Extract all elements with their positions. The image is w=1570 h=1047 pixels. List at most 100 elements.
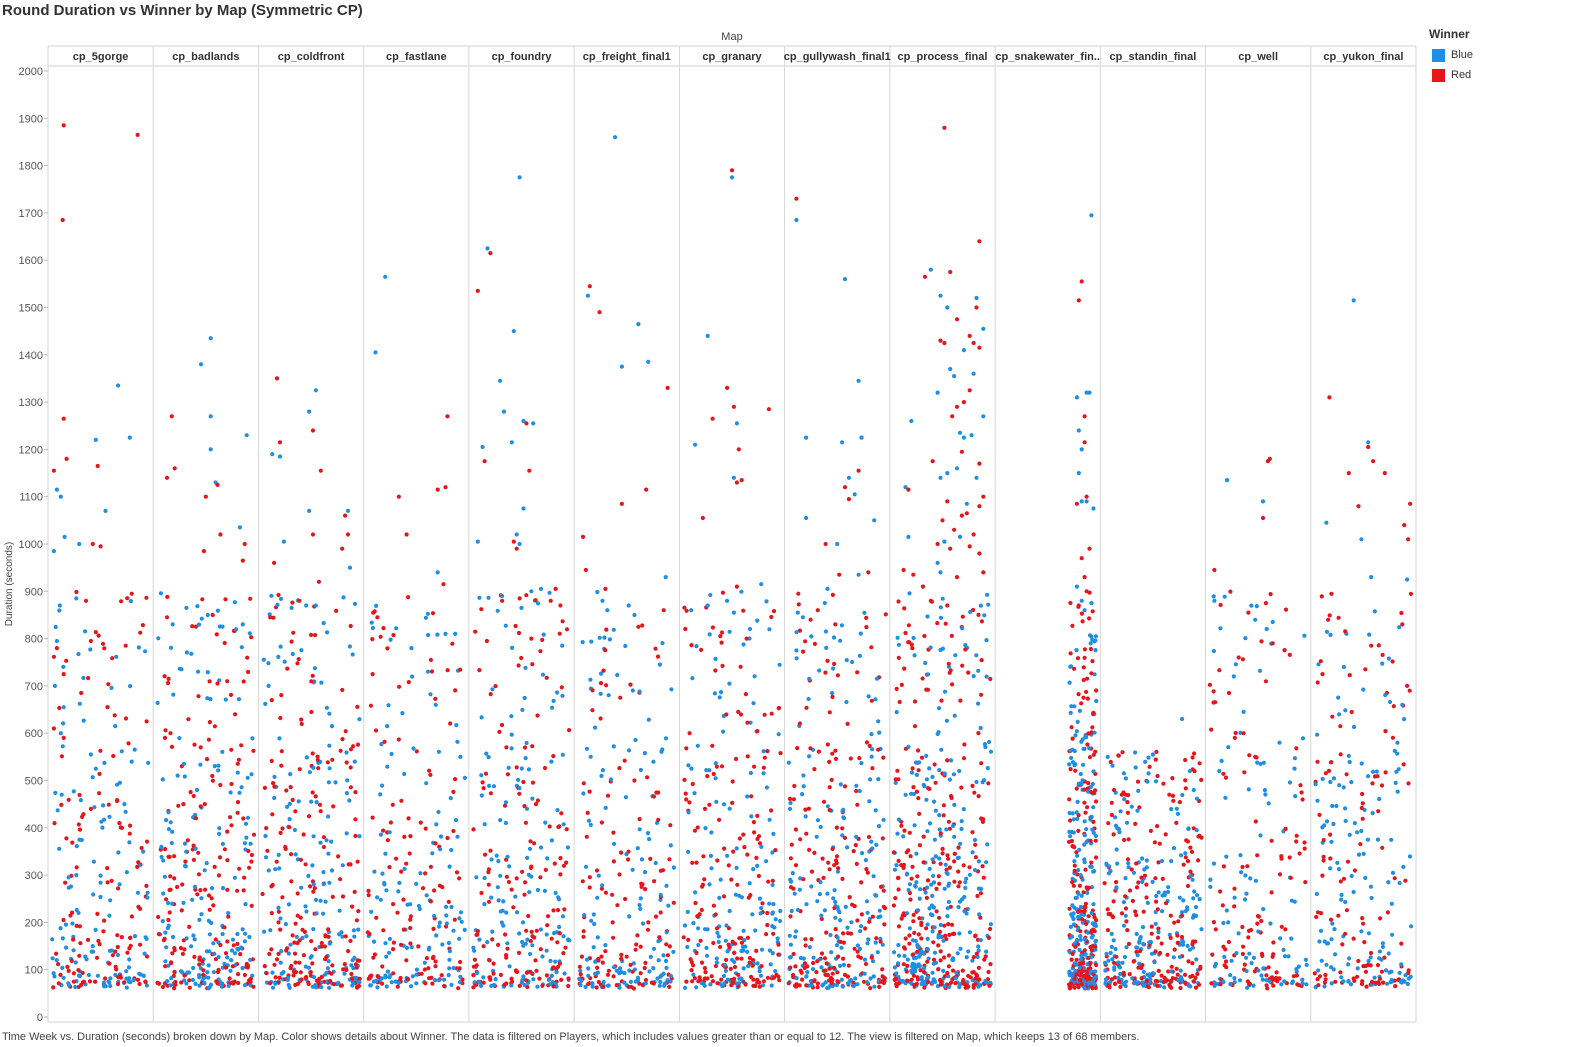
data-point[interactable] — [748, 720, 753, 725]
data-point[interactable] — [761, 765, 766, 770]
data-point[interactable] — [235, 770, 240, 775]
data-point[interactable] — [577, 964, 583, 969]
data-point[interactable] — [734, 846, 739, 851]
data-point[interactable] — [199, 616, 204, 621]
data-point[interactable] — [528, 951, 533, 957]
data-point[interactable] — [535, 713, 540, 718]
data-point[interactable] — [1382, 955, 1387, 960]
data-point[interactable] — [932, 925, 937, 930]
data-point[interactable] — [933, 960, 939, 965]
data-point[interactable] — [208, 697, 213, 702]
data-point[interactable] — [1080, 920, 1085, 925]
data-point[interactable] — [348, 623, 353, 629]
data-point[interactable] — [896, 817, 902, 822]
data-point[interactable] — [290, 933, 295, 938]
data-point[interactable] — [824, 930, 829, 935]
data-point[interactable] — [285, 804, 290, 810]
data-point[interactable] — [431, 926, 436, 932]
data-point[interactable] — [952, 374, 957, 379]
data-point[interactable] — [851, 849, 856, 854]
data-point[interactable] — [651, 794, 657, 799]
data-point[interactable] — [599, 886, 605, 891]
data-point[interactable] — [830, 694, 835, 700]
data-point[interactable] — [93, 766, 98, 771]
data-point[interactable] — [293, 921, 298, 926]
data-point[interactable] — [446, 899, 451, 905]
data-point[interactable] — [523, 880, 528, 885]
data-point[interactable] — [98, 748, 103, 753]
data-point[interactable] — [521, 779, 526, 785]
data-point[interactable] — [600, 883, 605, 888]
data-point[interactable] — [355, 958, 360, 963]
data-point[interactable] — [769, 614, 774, 620]
data-point[interactable] — [1331, 821, 1336, 827]
data-point[interactable] — [1149, 924, 1154, 929]
data-point[interactable] — [229, 948, 235, 953]
data-point[interactable] — [208, 447, 213, 452]
data-point[interactable] — [136, 860, 141, 865]
data-point[interactable] — [1183, 855, 1188, 860]
data-point[interactable] — [664, 965, 669, 971]
data-point[interactable] — [880, 974, 885, 979]
data-point[interactable] — [357, 834, 362, 839]
data-point[interactable] — [938, 647, 943, 653]
data-point[interactable] — [668, 823, 673, 828]
data-point[interactable] — [345, 508, 351, 513]
data-point[interactable] — [1106, 958, 1111, 963]
data-point[interactable] — [1372, 975, 1377, 980]
data-point[interactable] — [565, 845, 571, 850]
data-point[interactable] — [1247, 753, 1252, 758]
data-point[interactable] — [832, 661, 837, 667]
data-point[interactable] — [199, 896, 204, 901]
data-point[interactable] — [201, 968, 206, 973]
data-point[interactable] — [101, 980, 106, 985]
data-point[interactable] — [555, 690, 560, 695]
data-point[interactable] — [628, 979, 634, 985]
data-point[interactable] — [271, 615, 276, 620]
data-point[interactable] — [809, 869, 815, 874]
data-point[interactable] — [761, 979, 767, 984]
data-point[interactable] — [751, 701, 756, 706]
data-point[interactable] — [313, 603, 318, 608]
data-point[interactable] — [919, 920, 924, 925]
data-point[interactable] — [291, 630, 296, 635]
data-point[interactable] — [827, 966, 832, 971]
data-point[interactable] — [959, 513, 965, 518]
data-point[interactable] — [236, 757, 241, 762]
data-point[interactable] — [922, 274, 928, 279]
data-point[interactable] — [207, 893, 212, 898]
data-point[interactable] — [747, 881, 752, 886]
data-point[interactable] — [1103, 981, 1108, 986]
data-point[interactable] — [804, 515, 809, 521]
data-point[interactable] — [952, 931, 957, 936]
data-point[interactable] — [854, 788, 859, 794]
data-point[interactable] — [487, 975, 492, 980]
data-point[interactable] — [374, 915, 379, 920]
data-point[interactable] — [930, 929, 935, 934]
data-point[interactable] — [1129, 804, 1134, 809]
data-point[interactable] — [448, 796, 453, 801]
data-point[interactable] — [865, 910, 870, 915]
data-point[interactable] — [958, 841, 963, 846]
data-point[interactable] — [1336, 695, 1341, 700]
data-point[interactable] — [797, 628, 803, 633]
data-point[interactable] — [963, 880, 968, 885]
data-point[interactable] — [732, 964, 738, 970]
data-point[interactable] — [284, 788, 289, 793]
data-point[interactable] — [1300, 977, 1305, 982]
data-point[interactable] — [1073, 762, 1078, 767]
data-point[interactable] — [810, 967, 816, 972]
data-point[interactable] — [742, 845, 747, 850]
data-point[interactable] — [411, 746, 416, 751]
data-point[interactable] — [511, 905, 516, 910]
data-point[interactable] — [646, 717, 651, 722]
data-point[interactable] — [1211, 920, 1216, 925]
data-point[interactable] — [136, 904, 141, 910]
data-point[interactable] — [225, 829, 230, 834]
data-point[interactable] — [986, 935, 992, 941]
data-point[interactable] — [843, 904, 848, 910]
data-point[interactable] — [540, 954, 545, 959]
data-point[interactable] — [1383, 692, 1388, 698]
data-point[interactable] — [863, 858, 869, 863]
data-point[interactable] — [327, 743, 332, 748]
